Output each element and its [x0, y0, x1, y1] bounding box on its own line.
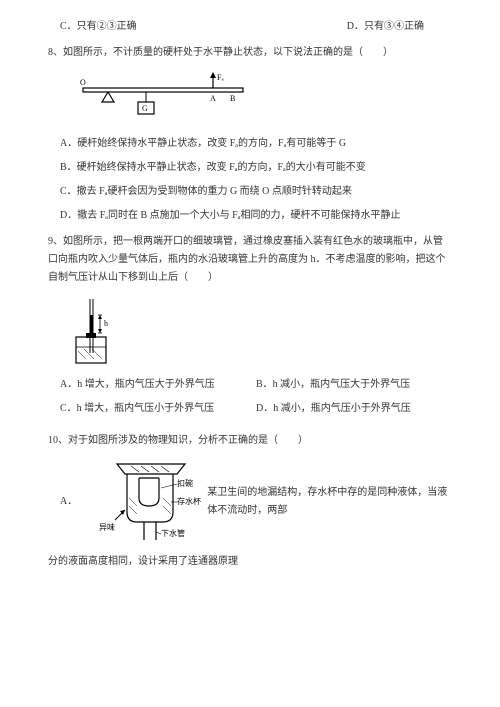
q9-option-a: A．h 增大，瓶内气压大于外界气压 [60, 376, 256, 394]
q10-stem: 10、对于如图所涉及的物理知识，分析不正确的是（ ） [48, 432, 452, 450]
q8-option-c: C．撤去 Fₐ硬杆会因为受到物体的重力 G 而绕 O 点顺时针转动起来 [60, 183, 452, 201]
q8-figure: O G Fₐ A B [68, 70, 258, 125]
q10-option-a-text2: 分的液面高度相同，设计采用了连通器原理 [48, 553, 452, 571]
q7-option-c: C．只有②③正确 [60, 18, 137, 36]
q8-option-b: B．硬杆始终保持水平静止状态，改变 Fₐ的方向，Fₐ的大小有可能不变 [60, 159, 452, 177]
q9-option-d: D．h 减小，瓶内气压小于外界气压 [256, 400, 452, 418]
q8-option-a: A．硬杆始终保持水平静止状态，改变 Fₐ的方向，Fₐ有可能等于 G [60, 135, 452, 153]
q7-option-d: D．只有③④正确 [347, 18, 424, 36]
lever-G-label: G [142, 104, 148, 113]
trap-cunshui-label: 存水杯 [177, 496, 201, 506]
q9-option-c: C．h 增大，瓶内气压小于外界气压 [60, 400, 256, 418]
trap-xiashui-label: 下水管 [161, 528, 185, 538]
trap-yiwei-label: 异味 [99, 522, 115, 532]
svg-text:h: h [104, 319, 108, 328]
q9-option-b: B．h 减小，瓶内气压大于外界气压 [256, 376, 452, 394]
lever-B-label: B [230, 94, 235, 103]
q10-option-a-label: A． [60, 493, 77, 511]
lever-O-label: O [80, 78, 86, 87]
q9-figure: h [68, 293, 120, 368]
q10-option-a-text1: 某卫生间的地漏结构，存水杯中存的是同种液体，当液体不流动时，两部 [207, 484, 452, 520]
trap-kouwan-label: 扣碗 [177, 478, 193, 488]
q8-option-d: D．撤去 Fₐ同时在 B 点施加一个大小与 Fₐ相同的力，硬杆不可能保持水平静止 [60, 207, 452, 225]
lever-A-label: A [210, 94, 216, 103]
lever-FA-label: Fₐ [217, 73, 224, 82]
q10-figure-a: 扣碗 存水杯 异味 下水管 [97, 458, 207, 543]
q10-option-a-row: A． [60, 456, 452, 547]
q9-stem: 9、如图所示，把一根两端开口的细玻璃管，通过橡皮塞插入装有红色水的玻璃瓶中，从管… [48, 233, 452, 287]
q9-options: A．h 增大，瓶内气压大于外界气压 B．h 减小，瓶内气压大于外界气压 C．h … [60, 376, 452, 424]
q7-options-cd: C．只有②③正确 D．只有③④正确 [60, 18, 464, 36]
q8-stem: 8、如图所示，不计质量的硬杆处于水平静止状态，以下说法正确的是（ ） [48, 44, 452, 62]
